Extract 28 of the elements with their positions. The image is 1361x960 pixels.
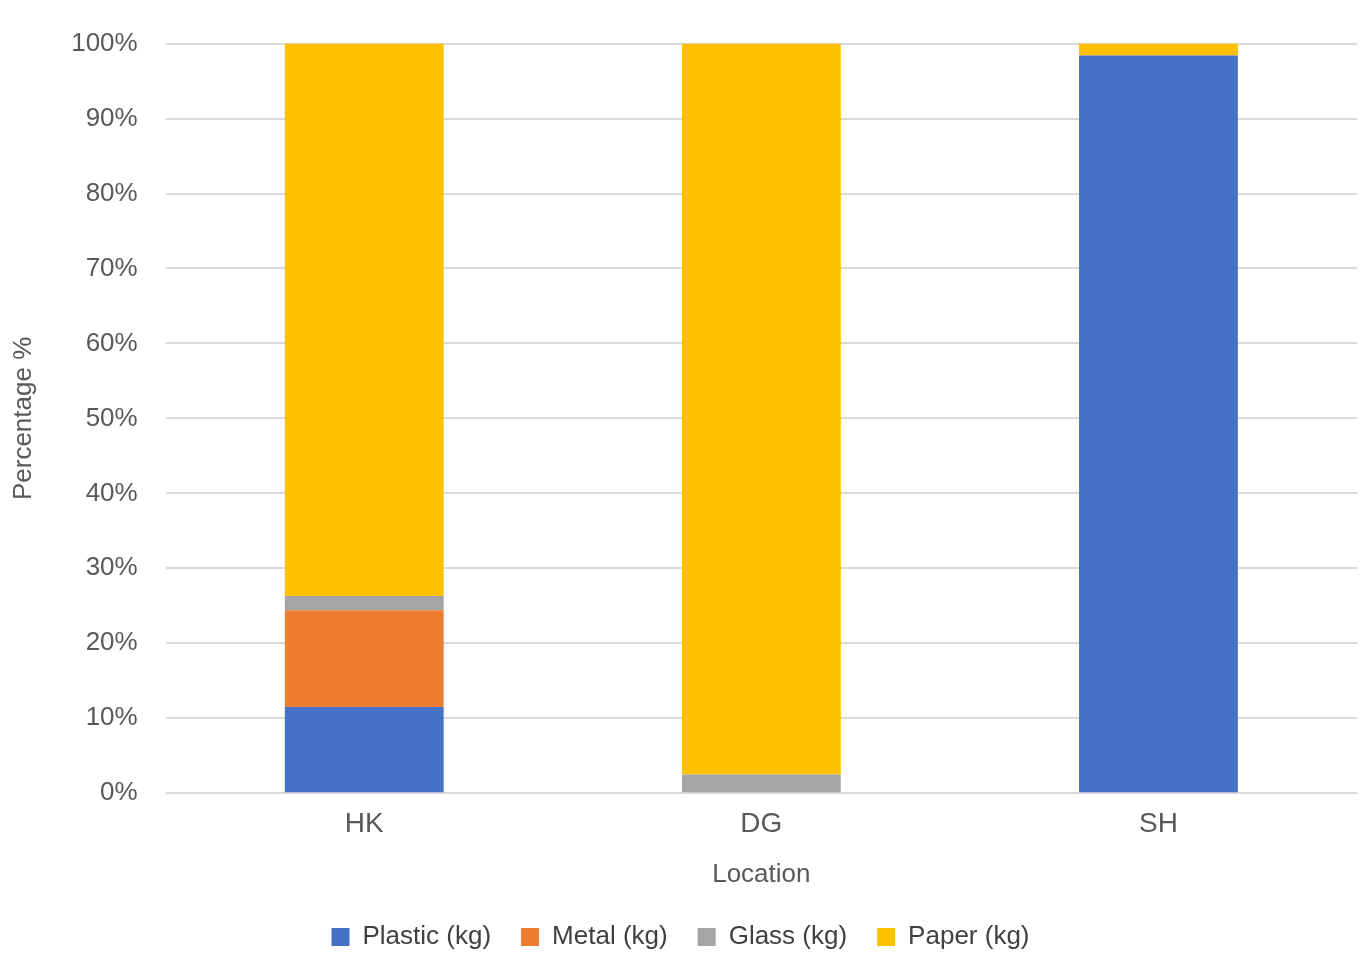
y-tick-label: 0% — [100, 776, 138, 807]
y-tick-label: 100% — [71, 26, 138, 57]
legend-label: Paper (kg) — [908, 920, 1030, 951]
legend-label: Plastic (kg) — [362, 920, 492, 951]
x-tick-label: DG — [740, 806, 783, 838]
y-tick-label: 40% — [85, 476, 138, 507]
y-axis-title: Percentage % — [6, 336, 37, 501]
bar — [284, 43, 444, 597]
y-tick-label: 80% — [85, 176, 138, 207]
bar — [284, 596, 444, 611]
y-tick-label: 10% — [85, 701, 138, 732]
bar — [681, 43, 841, 775]
y-tick-label: 20% — [85, 626, 138, 657]
y-tick-label: 90% — [85, 101, 138, 132]
bar — [284, 610, 444, 707]
x-tick-label: HK — [344, 806, 385, 838]
legend-label: Metal (kg) — [552, 920, 668, 951]
bar — [681, 774, 841, 793]
y-tick-label: 50% — [85, 401, 138, 432]
y-tick-label: 60% — [85, 326, 138, 357]
y-tick-label: 70% — [85, 251, 138, 282]
legend-label: Glass (kg) — [728, 920, 848, 951]
y-tick-label: 30% — [85, 551, 138, 582]
bar — [1079, 43, 1238, 56]
x-tick-label: SH — [1139, 806, 1178, 838]
x-axis-title: Location — [712, 857, 811, 888]
bar — [1079, 55, 1238, 793]
bar — [284, 707, 444, 793]
